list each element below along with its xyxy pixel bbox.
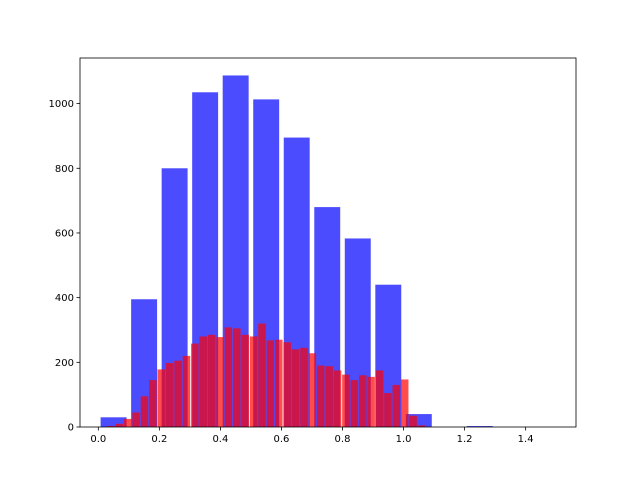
bar — [233, 328, 241, 427]
bar — [283, 342, 291, 427]
x-tick-label: 0.8 — [335, 434, 351, 445]
bar — [241, 334, 249, 427]
bar — [224, 327, 233, 427]
y-tick-label: 400 — [55, 293, 74, 304]
bar — [409, 415, 417, 427]
bar — [275, 339, 283, 427]
bar — [358, 375, 367, 427]
x-tick-label: 0.0 — [90, 434, 106, 445]
bar — [216, 337, 224, 427]
bar — [384, 393, 392, 427]
y-tick-label: 600 — [55, 228, 74, 239]
bar — [266, 340, 275, 427]
bar — [350, 380, 359, 427]
bar — [207, 334, 216, 427]
bar — [253, 99, 280, 427]
bar — [132, 412, 140, 427]
bar — [333, 370, 342, 427]
bar — [123, 418, 132, 427]
bar — [107, 426, 115, 427]
y-tick-label: 1000 — [49, 99, 74, 110]
bar — [140, 396, 149, 427]
bar — [182, 355, 191, 427]
bar — [157, 369, 166, 427]
bar — [100, 417, 127, 427]
bar — [149, 380, 157, 427]
bar — [174, 360, 182, 427]
x-tick-label: 0.2 — [151, 434, 167, 445]
x-tick-label: 1.4 — [518, 434, 534, 445]
plot-frame — [79, 57, 577, 428]
bar — [308, 353, 317, 427]
y-tick-label: 0 — [68, 423, 74, 434]
bar — [325, 366, 333, 427]
bar — [392, 384, 401, 427]
x-tick-label: 1.0 — [396, 434, 412, 445]
bar — [291, 349, 300, 427]
bar — [258, 323, 266, 427]
x-tick-label: 0.4 — [212, 434, 228, 445]
bar — [249, 336, 258, 427]
bar — [375, 370, 384, 427]
x-tick-label: 0.6 — [273, 434, 289, 445]
bar — [417, 425, 426, 427]
x-tick-label: 1.2 — [457, 434, 473, 445]
y-tick-label: 200 — [55, 358, 74, 369]
bar — [367, 376, 375, 427]
bar — [342, 374, 350, 427]
bar — [400, 379, 409, 427]
bar — [466, 426, 493, 427]
bar — [300, 347, 308, 427]
bar — [191, 343, 199, 427]
bar — [165, 362, 174, 427]
y-tick-label: 800 — [55, 164, 74, 175]
bar — [316, 365, 325, 427]
bar — [115, 423, 124, 427]
bar — [199, 336, 208, 427]
